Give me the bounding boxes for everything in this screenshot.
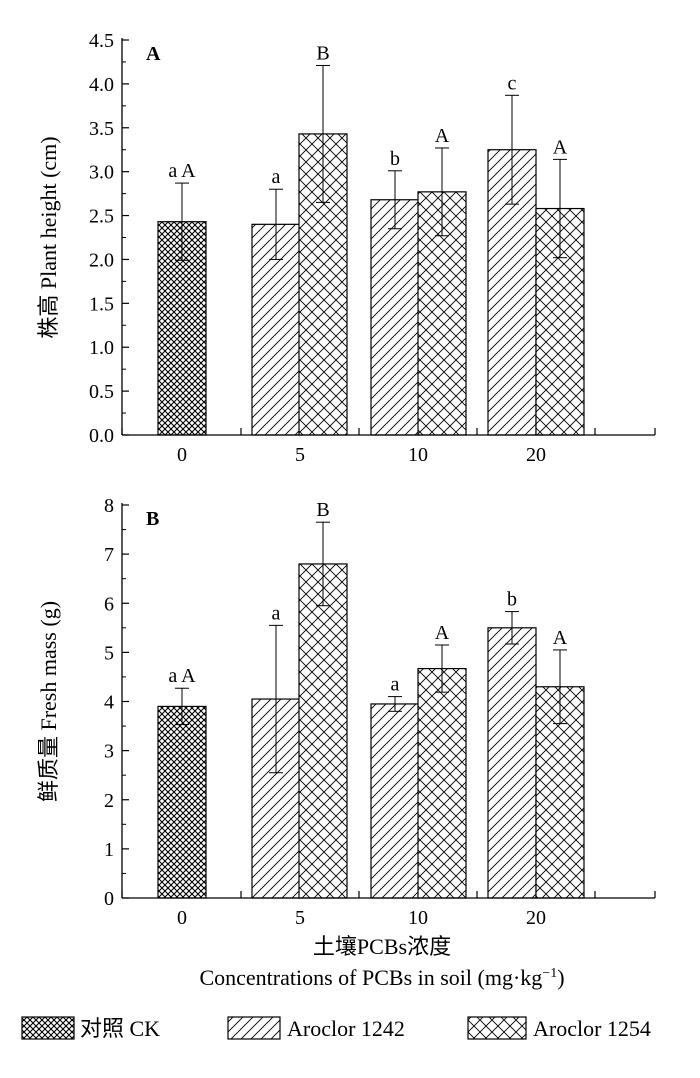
legend-item-aroclor-1254: Aroclor 1254 <box>467 1016 651 1041</box>
sig-label-a-aroclor-1242-20: c <box>508 72 517 94</box>
y-tick-label-b-5: 5 <box>104 642 114 664</box>
panel-a-chart: a A a b c B A A 0.0 0.5 1.0 1.5 2.0 2.5 3.0 3.5 4.0 4.5 0… <box>36 30 656 466</box>
y-tick-label-a-3: 1.5 <box>89 293 114 315</box>
legend-label-aroclor-1254: Aroclor 1254 <box>533 1016 651 1041</box>
sig-label-b-aroclor-1254-20: A <box>553 627 568 649</box>
x-axis-title-en-sup: −1 <box>542 966 557 981</box>
sig-label-b-aroclor-1242-20: b <box>507 589 517 611</box>
x-axis-title-cn: 土壤PCBs浓度 <box>313 934 451 959</box>
y-axis-title-b: 鲜质量 Fresh mass (g) <box>36 601 61 802</box>
bar-b-ck-0 <box>157 705 207 899</box>
x-axis-title-en: Concentrations of PCBs in soil (mg·kg−1) <box>199 965 564 990</box>
x-tick-label-a-0: 0 <box>177 444 187 466</box>
bar-b-aroclor-1242-10 <box>370 703 420 899</box>
legend: 对照 CK Aroclor 1242 Aroclor 1254 <box>21 1016 651 1041</box>
bar-a-aroclor-1242-10 <box>370 199 420 436</box>
x-axis-title-en-main: Concentrations of PCBs in soil (mg·kg <box>199 965 542 990</box>
x-tick-label-a-10: 10 <box>408 444 428 466</box>
x-axis-title-en-end: ) <box>557 965 564 990</box>
x-tick-label-a-20: 20 <box>526 444 546 466</box>
bar-b-aroclor-1242-20 <box>487 627 537 899</box>
sig-label-a-aroclor-1254-5: B <box>316 42 329 64</box>
y-tick-label-a-4: 2.0 <box>89 249 114 271</box>
y-tick-label-a-6: 3.0 <box>89 162 114 184</box>
legend-item-ck: 对照 CK <box>21 1016 160 1041</box>
bar-b-aroclor-1254-5 <box>298 563 348 899</box>
sig-label-a-aroclor-1254-10: A <box>435 125 450 147</box>
panel-label-a: A <box>146 43 161 65</box>
legend-label-ck: 对照 CK <box>80 1016 160 1041</box>
sig-label-b-aroclor-1242-5: a <box>272 602 281 624</box>
legend-swatch-aroclor-1254 <box>467 1016 527 1040</box>
y-tick-label-b-3: 3 <box>104 741 114 763</box>
y-tick-label-b-4: 4 <box>104 692 114 714</box>
x-tick-label-b-5: 5 <box>295 907 305 929</box>
sig-label-b-aroclor-1254-10: A <box>435 622 450 644</box>
sig-label-b-aroclor-1254-5: B <box>316 499 329 521</box>
y-tick-label-a-8: 4.0 <box>89 74 114 96</box>
y-tick-label-b-7: 7 <box>104 544 114 566</box>
panel-label-b: B <box>146 508 159 530</box>
legend-swatch-aroclor-1242 <box>227 1016 281 1040</box>
sig-label-a-aroclor-1242-5: a <box>272 166 281 188</box>
legend-item-aroclor-1242: Aroclor 1242 <box>227 1016 405 1041</box>
x-tick-label-b-10: 10 <box>408 907 428 929</box>
y-axis-title-a: 株高 Plant height (cm) <box>36 136 61 338</box>
y-tick-label-a-9: 4.5 <box>89 30 114 52</box>
legend-swatch-ck <box>21 1016 75 1040</box>
y-tick-label-b-0: 0 <box>104 888 114 910</box>
y-tick-label-b-8: 8 <box>104 495 114 517</box>
y-tick-label-a-1: 0.5 <box>89 381 114 403</box>
sig-label-b-aroclor-1242-10: a <box>391 674 400 696</box>
y-tick-label-a-5: 2.5 <box>89 206 114 228</box>
bar-b-aroclor-1254-10 <box>417 667 467 899</box>
sig-label-a-aroclor-1254-20: A <box>553 136 568 158</box>
sig-label-a-aroclor-1242-10: b <box>390 148 400 170</box>
panel-b-chart: a A a a b B A A 0 1 2 3 4 5 6 7 8 0 5 10 20 B 鲜质量 Fresh mass … <box>36 495 656 929</box>
x-tick-label-b-20: 20 <box>526 907 546 929</box>
x-tick-label-a-5: 5 <box>295 444 305 466</box>
y-tick-label-b-2: 2 <box>104 790 114 812</box>
y-tick-label-b-6: 6 <box>104 593 114 615</box>
y-tick-label-a-7: 3.5 <box>89 118 114 140</box>
legend-label-aroclor-1242: Aroclor 1242 <box>287 1016 405 1041</box>
y-tick-label-a-0: 0.0 <box>89 425 114 447</box>
x-tick-label-b-0: 0 <box>177 907 187 929</box>
sig-label-b-ck-0: a A <box>168 665 196 687</box>
y-tick-label-a-2: 1.0 <box>89 337 114 359</box>
y-tick-label-b-1: 1 <box>104 839 114 861</box>
sig-label-a-ck-0: a A <box>168 160 196 182</box>
